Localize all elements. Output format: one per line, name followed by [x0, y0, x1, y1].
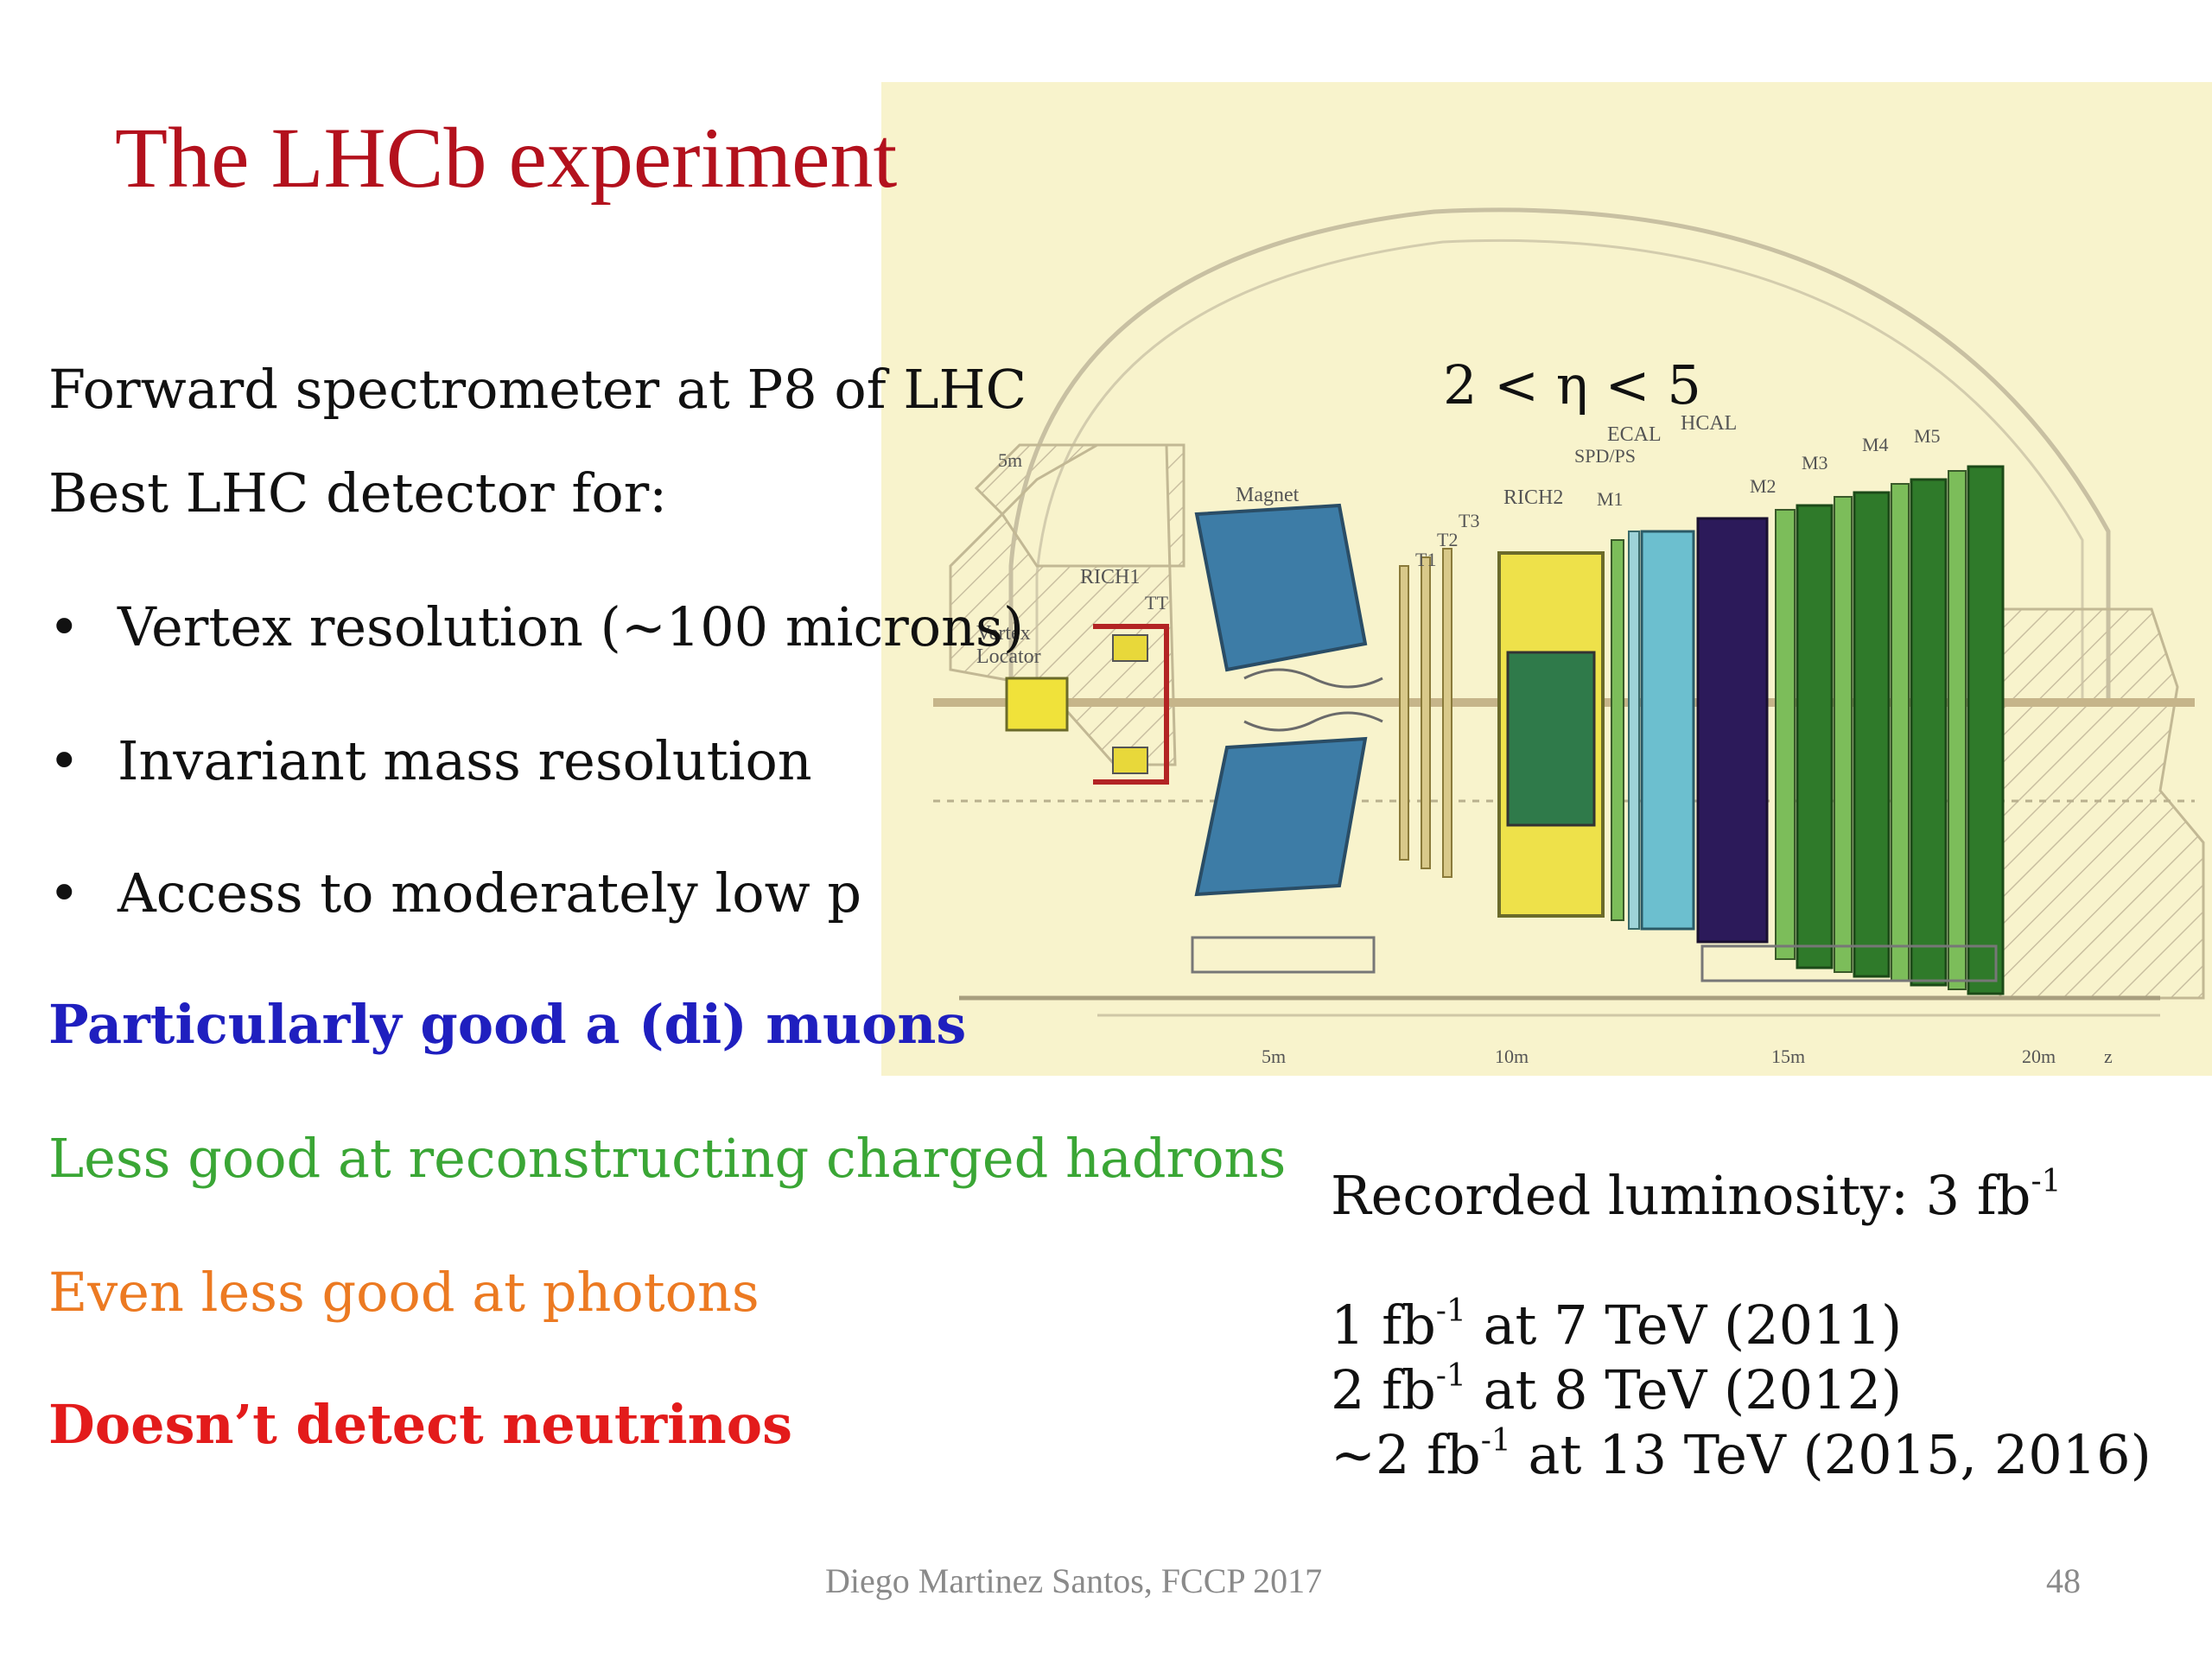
bullet-marker-2: • [48, 729, 80, 792]
label-t3: T3 [1459, 510, 1479, 531]
muon-m4 [1910, 478, 1948, 987]
recorded-luminosity-text: Recorded luminosity: 3 fb [1331, 1164, 2031, 1227]
unit-superscript: -1 [2031, 1164, 2062, 1199]
muon-m2 [1796, 504, 1834, 969]
magnet-lower [1194, 736, 1368, 897]
luminosity-row-2015-2016: ~2 fb-1 at 13 TeV (2015, 2016) [1331, 1426, 2152, 1482]
lhcb-detector-diagram: Vertex Locator RICH1 TT Magnet T1 T2 T3 … [881, 82, 2212, 1076]
lumi-amount: 1 fb [1331, 1294, 1436, 1357]
lumi-amount: 2 fb [1331, 1358, 1436, 1421]
capability-hadrons: Less good at reconstructing charged hadr… [48, 1127, 1287, 1190]
label-rich2: RICH2 [1503, 486, 1563, 509]
lumi-detail: at 8 TeV (2012) [1465, 1358, 1903, 1421]
label-x-20m: 20m [2022, 1046, 2056, 1067]
label-t2: T2 [1437, 529, 1458, 550]
right-shield [1999, 607, 2205, 1000]
muon-m3 [1853, 491, 1891, 978]
eta-range: 2 < η < 5 [1443, 353, 1701, 416]
label-spd-ps: SPD/PS [1574, 445, 1636, 467]
label-y-5m: 5m [998, 449, 1022, 471]
unit-superscript: -1 [1435, 1358, 1466, 1394]
label-m3: M3 [1802, 452, 1828, 474]
rich1-box [1093, 624, 1169, 785]
label-tt: TT [1145, 592, 1168, 613]
lumi-detail: at 13 TeV (2015, 2016) [1510, 1423, 2152, 1486]
vertex-locator-box [1005, 677, 1069, 732]
label-m4: M4 [1862, 434, 1889, 455]
label-vertex: Vertex [976, 622, 1031, 645]
label-m1: M1 [1597, 488, 1624, 510]
lumi-detail: at 7 TeV (2011) [1465, 1294, 1903, 1357]
capability-photons: Even less good at photons [48, 1261, 760, 1324]
lumi-amount: ~2 fb [1331, 1423, 1481, 1486]
label-x-5m: 5m [1262, 1046, 1286, 1067]
label-rich1: RICH1 [1080, 566, 1140, 588]
bullet-vertex-resolution: Vertex resolution (~100 microns) [118, 595, 1025, 658]
bullet-low-p: Access to moderately low p [118, 861, 862, 925]
intro-line-1: Forward spectrometer at P8 of LHC [48, 358, 1027, 421]
label-locator: Locator [976, 645, 1041, 668]
unit-superscript: -1 [1435, 1294, 1466, 1329]
luminosity-row-2011: 1 fb-1 at 7 TeV (2011) [1331, 1296, 1902, 1352]
hcal [1696, 517, 1769, 944]
label-t1: T1 [1415, 549, 1436, 570]
capability-neutrinos: Doesn’t detect neutrinos [48, 1393, 793, 1456]
muon-m5 [1967, 465, 2005, 995]
capability-muons: Particularly good a (di) muons [48, 993, 967, 1056]
luminosity-row-2012: 2 fb-1 at 8 TeV (2012) [1331, 1361, 1902, 1417]
magnet-upper [1194, 503, 1368, 672]
label-z-axis: z [2104, 1046, 2113, 1067]
bullet-mass-resolution: Invariant mass resolution [118, 729, 812, 792]
detector-drawing: Vertex Locator RICH1 TT Magnet T1 T2 T3 … [933, 207, 2205, 1067]
footer-author: Diego Martinez Santos, FCCP 2017 [825, 1561, 1323, 1600]
recorded-luminosity: Recorded luminosity: 3 fb-1 [1331, 1166, 2062, 1223]
bullet-marker-1: • [48, 595, 80, 658]
bullet-marker-3: • [48, 861, 80, 925]
label-ecal: ECAL [1607, 423, 1662, 446]
label-x-10m: 10m [1495, 1046, 1529, 1067]
label-x-15m: 15m [1771, 1046, 1805, 1067]
label-m2: M2 [1750, 475, 1777, 497]
unit-superscript: -1 [1480, 1423, 1511, 1459]
label-m5: M5 [1914, 425, 1941, 447]
label-magnet: Magnet [1236, 484, 1300, 506]
cavern-outline [1008, 207, 2111, 704]
ecal [1640, 530, 1695, 931]
label-hcal: HCAL [1681, 412, 1737, 435]
intro-line-2: Best LHC detector for: [48, 461, 668, 524]
page-number: 48 [2046, 1561, 2081, 1600]
slide-title: The LHCb experiment [115, 110, 898, 206]
